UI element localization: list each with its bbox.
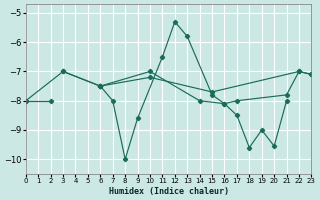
X-axis label: Humidex (Indice chaleur): Humidex (Indice chaleur)	[108, 187, 228, 196]
